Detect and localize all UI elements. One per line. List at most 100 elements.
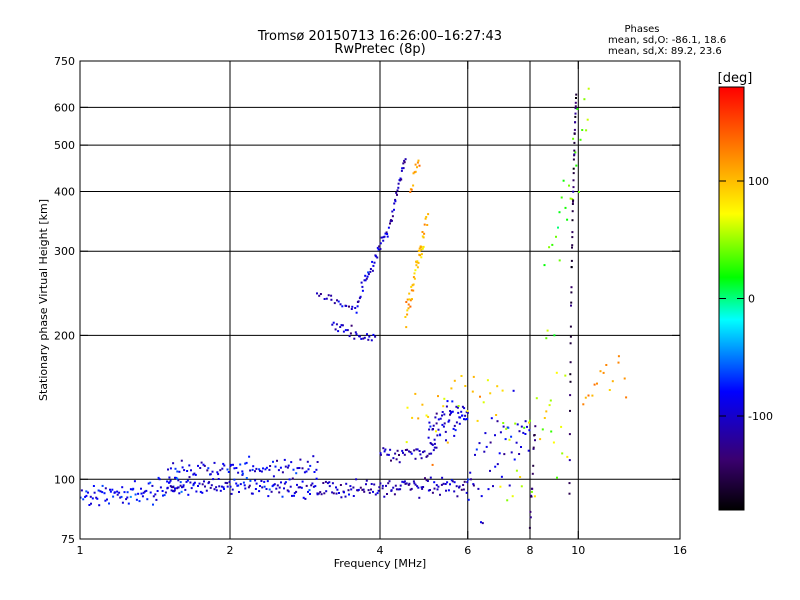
data-point — [564, 374, 567, 377]
data-point — [402, 162, 405, 165]
data-point — [448, 419, 451, 422]
data-point — [546, 329, 549, 332]
data-point — [126, 496, 129, 499]
data-point — [443, 397, 446, 400]
data-point — [331, 482, 334, 485]
data-point — [591, 394, 594, 397]
data-point — [380, 236, 383, 239]
data-point — [574, 101, 577, 104]
data-point — [129, 488, 132, 491]
x-tick-label: 6 — [464, 544, 471, 557]
data-point — [425, 216, 428, 218]
data-point — [420, 457, 423, 460]
data-point — [307, 468, 310, 471]
data-point — [422, 451, 424, 454]
data-point — [482, 401, 485, 404]
data-point — [409, 451, 412, 454]
data-point — [423, 450, 426, 453]
data-point — [281, 471, 284, 474]
data-point — [403, 453, 406, 456]
data-point — [346, 329, 349, 332]
data-point — [410, 487, 413, 490]
data-point — [596, 382, 598, 385]
data-point — [566, 218, 569, 221]
data-point — [278, 491, 281, 494]
data-point — [108, 502, 110, 505]
data-point — [494, 465, 497, 468]
data-point — [261, 486, 264, 489]
data-point — [212, 478, 215, 481]
data-point — [375, 255, 377, 258]
data-point — [406, 406, 409, 409]
data-point — [519, 476, 522, 478]
data-point — [406, 448, 409, 451]
data-point — [365, 479, 368, 482]
data-point — [151, 484, 154, 487]
data-point — [376, 246, 379, 249]
data-point — [407, 307, 410, 310]
data-point — [458, 422, 461, 425]
data-point — [568, 459, 571, 462]
data-point — [513, 458, 516, 461]
data-point — [439, 417, 442, 420]
data-point — [453, 424, 456, 427]
data-point — [291, 477, 294, 480]
data-point — [418, 247, 421, 250]
data-point — [437, 418, 440, 421]
data-point — [221, 467, 224, 470]
data-point — [574, 112, 577, 115]
data-point — [490, 417, 493, 420]
data-point — [483, 450, 486, 453]
data-point — [415, 264, 418, 267]
data-point — [501, 389, 504, 392]
data-point — [223, 488, 225, 490]
data-point — [400, 169, 403, 172]
data-point — [299, 458, 302, 461]
data-point — [392, 486, 395, 489]
data-point — [265, 466, 268, 469]
data-point — [404, 449, 407, 451]
data-point — [529, 419, 531, 422]
data-point — [508, 484, 511, 487]
data-point — [453, 490, 456, 493]
data-point — [82, 498, 85, 501]
data-point — [496, 463, 499, 466]
data-point — [219, 469, 222, 472]
data-point — [429, 489, 431, 491]
data-point — [454, 429, 457, 432]
data-point — [332, 321, 335, 324]
data-point — [304, 497, 307, 500]
data-point — [330, 298, 333, 301]
data-point — [476, 419, 479, 422]
data-point — [213, 488, 216, 491]
data-point — [420, 486, 423, 489]
data-point — [169, 467, 172, 470]
y-axis-label: Stationary phase Virtual Height [km] — [37, 199, 50, 401]
data-point — [205, 489, 208, 492]
data-point — [495, 414, 498, 416]
data-point — [283, 487, 285, 490]
data-point — [467, 478, 470, 481]
data-point — [416, 260, 419, 263]
data-point — [379, 248, 382, 250]
data-point — [142, 491, 145, 494]
data-point — [215, 486, 218, 489]
data-point — [387, 482, 390, 485]
data-point — [423, 223, 426, 226]
data-point — [502, 422, 505, 424]
data-point — [354, 307, 357, 309]
data-point — [161, 490, 164, 492]
data-point — [260, 470, 263, 473]
data-point — [273, 483, 276, 486]
data-point — [272, 484, 275, 487]
data-point — [478, 442, 481, 445]
data-point — [85, 494, 88, 497]
data-point — [350, 488, 353, 491]
data-point — [433, 438, 436, 441]
data-point — [422, 245, 425, 248]
data-point — [181, 486, 183, 489]
data-point — [516, 423, 519, 426]
data-point — [512, 389, 515, 392]
data-point — [174, 476, 176, 479]
data-point — [235, 467, 238, 469]
